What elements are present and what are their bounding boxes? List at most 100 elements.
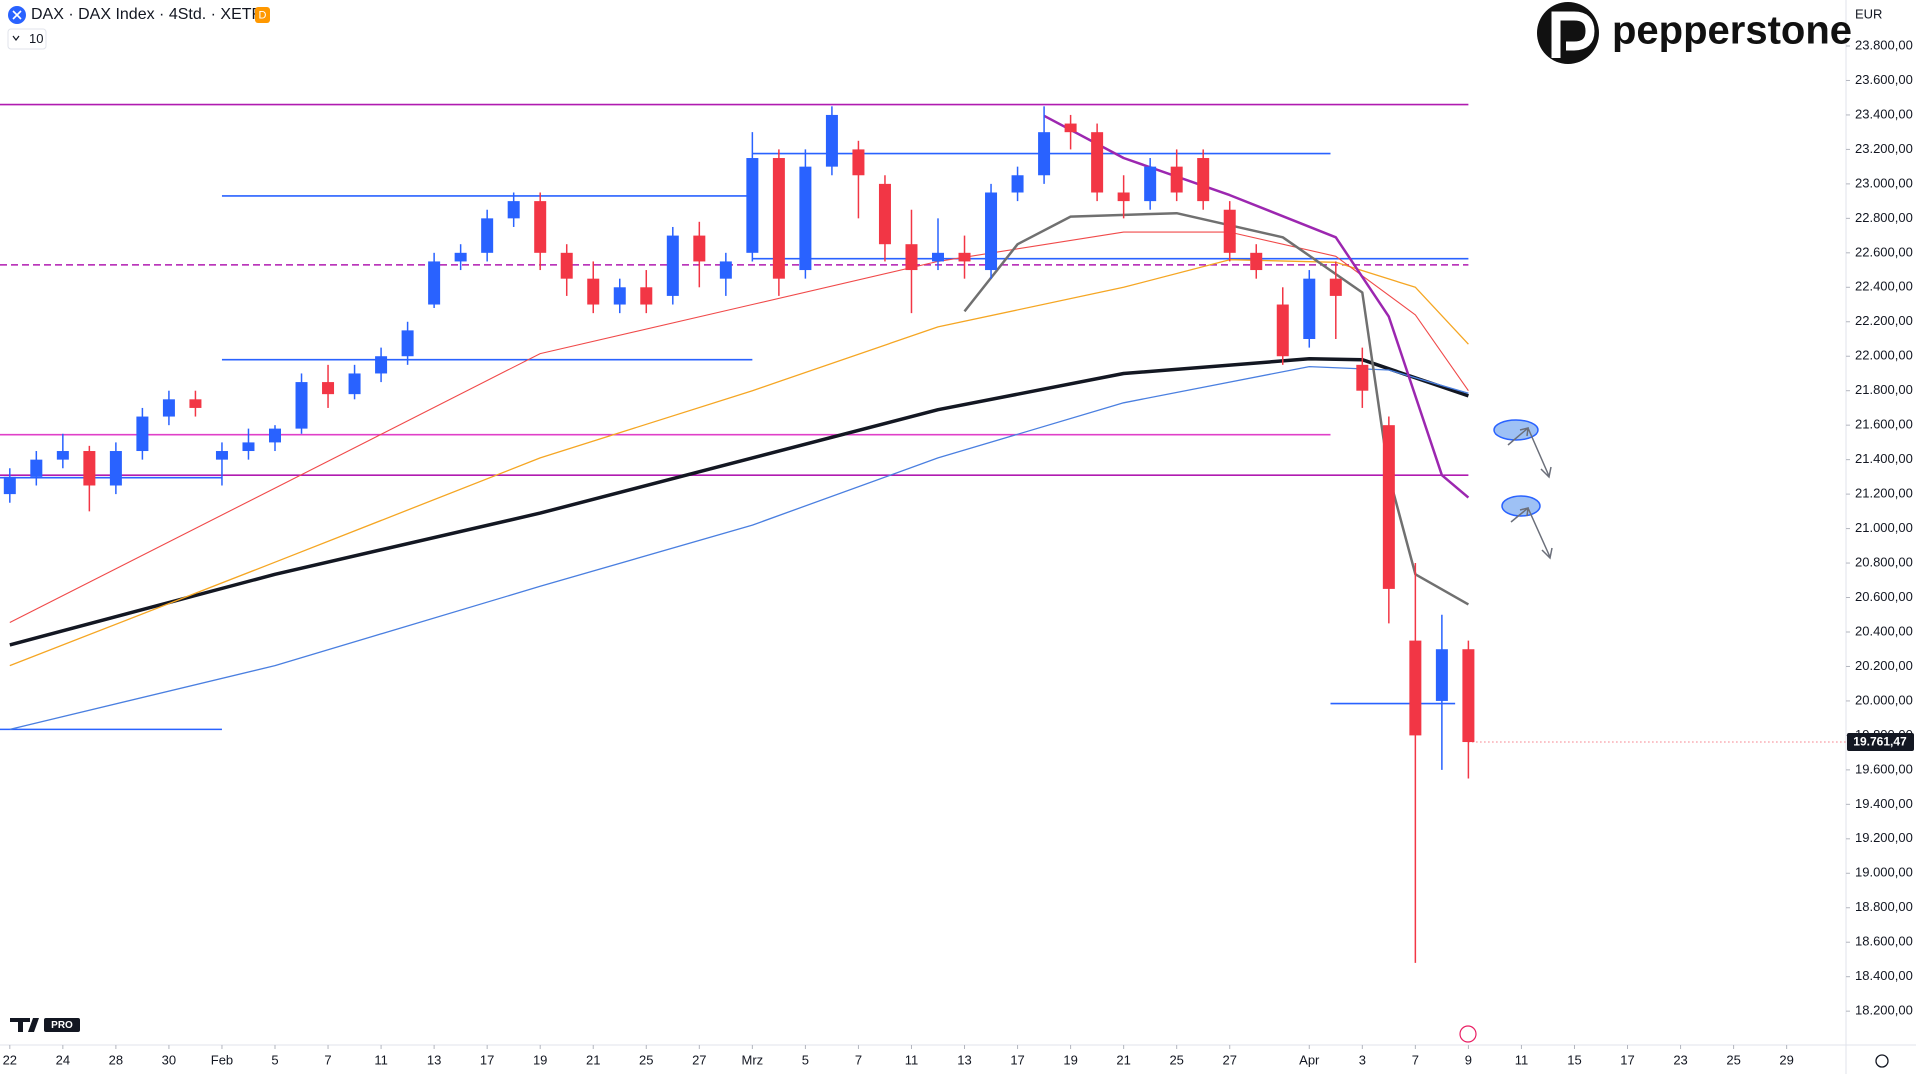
- x-tick-label: 7: [324, 1052, 331, 1067]
- candle-body: [322, 382, 335, 395]
- x-tick-label: 5: [802, 1052, 809, 1067]
- x-tick-label: Feb: [211, 1052, 233, 1067]
- x-tick-label: 22: [3, 1052, 17, 1067]
- candle-body: [56, 451, 69, 460]
- x-tick-label: 25: [1169, 1052, 1183, 1067]
- y-tick-label: 23.000,00: [1855, 175, 1913, 190]
- candle-body: [772, 158, 785, 279]
- candle-body: [1409, 640, 1422, 736]
- x-tick-label: 21: [586, 1052, 600, 1067]
- candle-body: [958, 252, 971, 262]
- x-tick-label: 27: [692, 1052, 706, 1067]
- x-tick-label: 7: [1412, 1052, 1419, 1067]
- x-tick-label: 29: [1779, 1052, 1793, 1067]
- y-tick-label: 19.000,00: [1855, 865, 1913, 880]
- indicator-count: 10: [29, 31, 43, 46]
- x-tick-label: 9: [1465, 1052, 1472, 1067]
- replay-icon[interactable]: [1459, 1025, 1477, 1043]
- candle-body: [852, 149, 865, 176]
- candle-body: [1144, 166, 1157, 202]
- y-tick-label: 21.000,00: [1855, 520, 1913, 535]
- chart-title: DAX · DAX Index · 4Std. · XETR: [31, 6, 263, 23]
- x-tick-label: 27: [1222, 1052, 1236, 1067]
- candle-body: [693, 235, 706, 262]
- candle-body: [375, 356, 388, 374]
- annotation-arrow: [1507, 427, 1552, 479]
- y-tick-label: 19.200,00: [1855, 830, 1913, 845]
- candle-body: [136, 416, 149, 452]
- candle-body: [1170, 166, 1183, 193]
- badge-bg: [255, 7, 270, 23]
- candle-body: [3, 476, 16, 495]
- candle-body: [30, 459, 43, 477]
- y-tick-label: 18.400,00: [1855, 968, 1913, 983]
- platform-logo: [10, 1018, 39, 1032]
- y-tick-label: 19.400,00: [1855, 796, 1913, 811]
- y-tick-label: 20.400,00: [1855, 623, 1913, 638]
- y-tick-label: 23.600,00: [1855, 72, 1913, 87]
- y-tick-label: 18.200,00: [1855, 1003, 1913, 1018]
- y-tick-label: 19.600,00: [1855, 761, 1913, 776]
- candle-body: [640, 287, 653, 305]
- moving-average: [9, 231, 1469, 623]
- y-tick-label: 23.200,00: [1855, 141, 1913, 156]
- candle-body: [454, 252, 467, 262]
- candle-body: [1382, 425, 1395, 589]
- x-tick-label: 11: [1515, 1052, 1529, 1067]
- candle-body: [1435, 649, 1448, 701]
- last-price-label: 19.761,47: [1853, 735, 1907, 749]
- y-tick-label: 20.800,00: [1855, 554, 1913, 569]
- x-tick-label: 28: [109, 1052, 123, 1067]
- annotation-arrow: [1510, 507, 1553, 560]
- x-tick-label: 17: [1620, 1052, 1634, 1067]
- candle-body: [825, 114, 838, 167]
- candle-body: [1356, 364, 1369, 391]
- candle-body: [507, 201, 520, 219]
- candle-body: [932, 252, 944, 262]
- brand-name: pepperstone: [1612, 9, 1852, 53]
- candle-body: [719, 261, 732, 279]
- currency: EUR: [1855, 6, 1882, 21]
- moving-average: [963, 211, 1470, 606]
- candle-body: [1250, 252, 1263, 271]
- x-tick-label: 24: [56, 1052, 70, 1067]
- annotation-ellipse: [1501, 495, 1541, 517]
- candle-body: [189, 399, 202, 408]
- candle-body: [985, 192, 998, 271]
- indicator-toggle[interactable]: [7, 28, 47, 50]
- x-tick-label: 19: [1063, 1052, 1077, 1067]
- y-tick-label: 22.000,00: [1855, 348, 1913, 363]
- x-tick-label: 23: [1673, 1052, 1687, 1067]
- brand-logo-mark: [1551, 11, 1595, 58]
- last-price-bg: [1847, 733, 1914, 752]
- candle-body: [215, 451, 228, 460]
- x-tick-label: 25: [1726, 1052, 1740, 1067]
- y-tick-label: 20.200,00: [1855, 658, 1913, 673]
- x-tick-label: 30: [162, 1052, 176, 1067]
- x-tick-label: 17: [480, 1052, 494, 1067]
- y-tick-label: 22.400,00: [1855, 279, 1913, 294]
- candle-body: [162, 399, 175, 417]
- x-tick-label: Apr: [1299, 1052, 1320, 1067]
- candle-body: [746, 158, 759, 253]
- badge: D: [259, 9, 267, 21]
- y-tick-label: 20.600,00: [1855, 589, 1913, 604]
- candle-body: [1329, 278, 1342, 296]
- moving-average: [9, 259, 1469, 667]
- candle-body: [1197, 158, 1210, 202]
- y-tick-label: 23.400,00: [1855, 106, 1913, 121]
- indicator-chevron: [12, 35, 20, 41]
- candle-body: [534, 201, 547, 253]
- x-tick-label: 17: [1010, 1052, 1024, 1067]
- moving-average: [9, 357, 1469, 647]
- platform-badge-bg: [44, 1018, 80, 1032]
- candle-body: [481, 218, 494, 253]
- settings-icon[interactable]: [1875, 1054, 1889, 1068]
- candle-body: [587, 278, 600, 305]
- candle-body: [1462, 649, 1475, 743]
- x-tick-label: 21: [1116, 1052, 1130, 1067]
- candle-body: [83, 451, 96, 486]
- candle-body: [242, 442, 255, 452]
